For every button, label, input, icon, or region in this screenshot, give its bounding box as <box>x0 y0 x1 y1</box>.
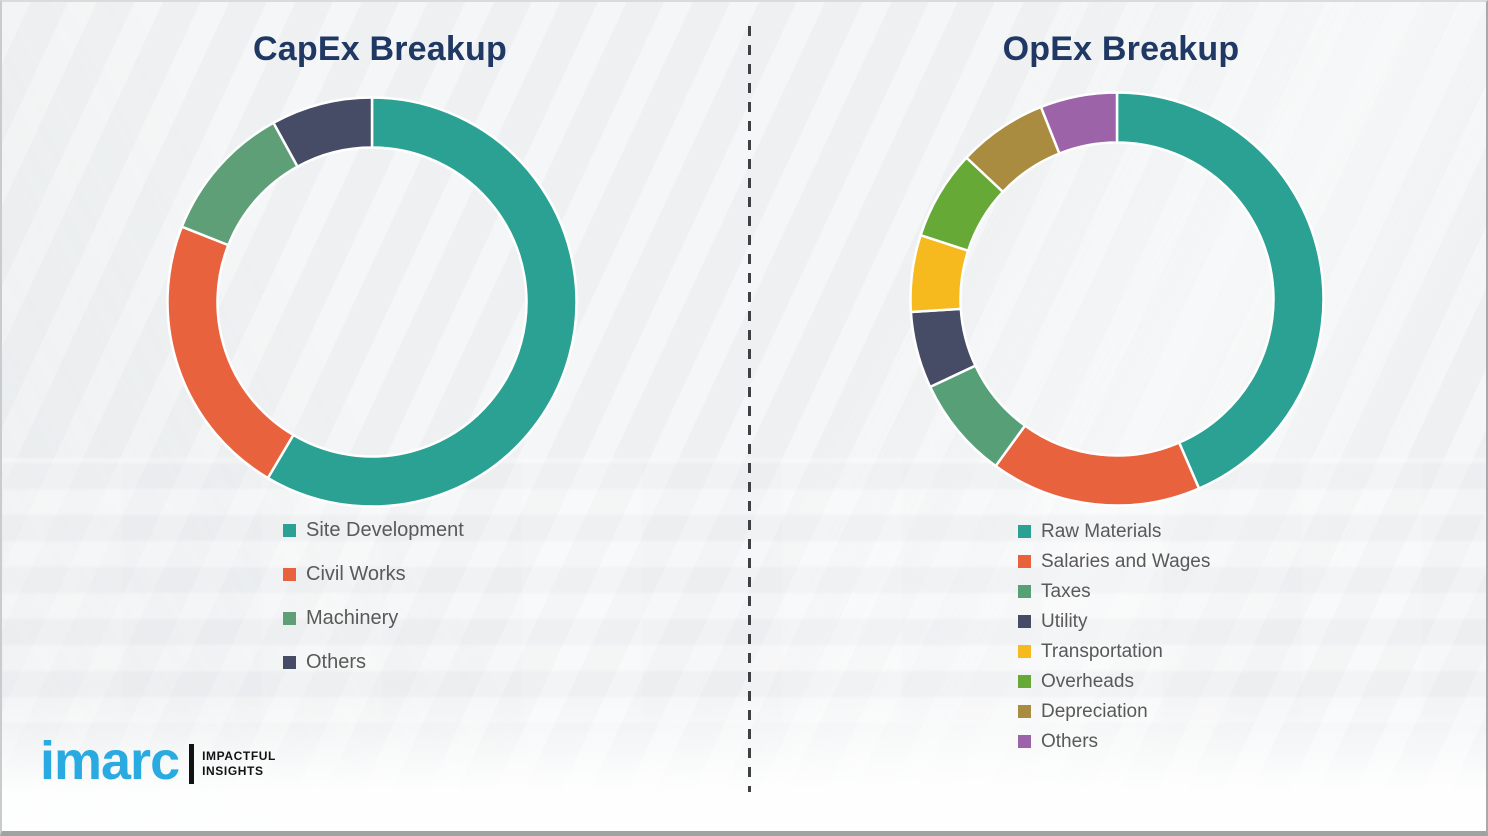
legend-item-civil-works: Civil Works <box>283 561 464 588</box>
donut-segment-machinery <box>180 121 299 247</box>
legend-swatch-icon <box>1018 615 1031 628</box>
logo-tagline: IMPACTFUL INSIGHTS <box>202 749 276 779</box>
logo-divider-bar <box>189 744 195 784</box>
legend-item-machinery: Machinery <box>283 605 464 632</box>
opex-legend: Raw Materials Salaries and Wages Taxes Util… <box>1018 520 1210 753</box>
legend-label: Utility <box>1041 611 1088 632</box>
capex-chart-title: CapEx Breakup <box>253 30 507 68</box>
legend-item-others: Others <box>1018 730 1210 753</box>
donut-segment-salaries-and-wages <box>994 424 1201 507</box>
legend-label: Depreciation <box>1041 701 1148 722</box>
donut-segment-raw-materials <box>1115 91 1325 490</box>
donut-segment-others <box>272 96 374 168</box>
capex-legend: Site Development Civil Works Machinery Othe… <box>283 517 464 676</box>
legend-swatch-icon <box>1018 555 1031 568</box>
logo-tagline-line-1: IMPACTFUL <box>202 749 276 763</box>
capex-donut-chart <box>166 96 578 508</box>
opex-chart-title: OpEx Breakup <box>1002 30 1240 68</box>
legend-item-raw-materials: Raw Materials <box>1018 520 1210 543</box>
legend-label: Civil Works <box>306 563 406 585</box>
legend-label: Salaries and Wages <box>1041 551 1211 572</box>
legend-label: Site Development <box>306 519 464 541</box>
legend-item-depreciation: Depreciation <box>1018 700 1210 723</box>
legend-swatch-icon <box>283 524 296 537</box>
legend-label: Others <box>306 651 367 673</box>
legend-swatch-icon <box>283 656 296 669</box>
donut-segment-site-development <box>266 96 578 508</box>
legend-swatch-icon <box>1018 675 1031 688</box>
legend-item-overheads: Overheads <box>1018 670 1210 693</box>
legend-label: Taxes <box>1041 581 1091 602</box>
legend-swatch-icon <box>1018 525 1031 538</box>
donut-segment-others <box>1039 91 1119 155</box>
legend-item-site-development: Site Development <box>283 517 464 544</box>
legend-swatch-icon <box>1018 585 1031 598</box>
legend-item-utility: Utility <box>1018 610 1210 633</box>
legend-item-others: Others <box>283 649 464 676</box>
legend-item-transportation: Transportation <box>1018 640 1210 663</box>
imarc-logo-wordmark: imarc <box>40 731 180 791</box>
legend-label: Machinery <box>306 607 399 629</box>
legend-label: Transportation <box>1041 641 1163 662</box>
vertical-dashed-divider <box>748 26 751 792</box>
imarc-logo: imarc IMPACTFUL INSIGHTS <box>40 734 276 788</box>
donut-segment-civil-works <box>166 225 295 480</box>
opex-donut-chart <box>909 91 1325 507</box>
legend-label: Raw Materials <box>1041 521 1162 542</box>
legend-item-taxes: Taxes <box>1018 580 1210 603</box>
legend-swatch-icon <box>1018 645 1031 658</box>
logo-tagline-line-2: INSIGHTS <box>202 764 264 778</box>
legend-swatch-icon <box>1018 705 1031 718</box>
legend-swatch-icon <box>283 612 296 625</box>
legend-swatch-icon <box>1018 735 1031 748</box>
legend-item-salaries-and-wages: Salaries and Wages <box>1018 550 1210 573</box>
legend-label: Others <box>1041 731 1099 752</box>
legend-swatch-icon <box>283 568 296 581</box>
legend-label: Overheads <box>1041 671 1134 692</box>
